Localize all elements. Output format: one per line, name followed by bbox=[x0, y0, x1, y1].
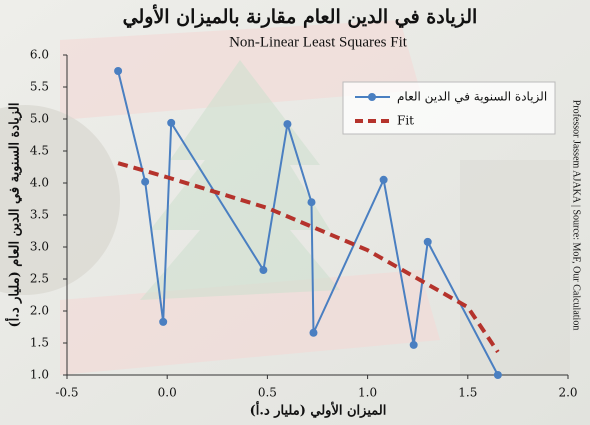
legend-marker bbox=[368, 93, 376, 101]
x-tick-label: 0.0 bbox=[158, 386, 177, 400]
legend bbox=[342, 81, 556, 135]
cedar bbox=[140, 60, 340, 300]
x-tick-label: 1.0 bbox=[358, 386, 377, 400]
y-tick-label: 2.0 bbox=[30, 304, 49, 318]
y-axis-label: الزيادة السنوية في الدين العام (مليار د.… bbox=[6, 103, 23, 328]
coin bbox=[0, 105, 120, 295]
x-tick-label: 0.5 bbox=[258, 386, 277, 400]
banknote bbox=[460, 160, 570, 375]
data-point bbox=[167, 118, 176, 127]
y-tick-label: 3.0 bbox=[30, 240, 49, 254]
x-axis-label: الميزان الأولي (مليار د.أ) bbox=[250, 402, 387, 419]
x-tick-label: 2.0 bbox=[558, 386, 577, 400]
data-point bbox=[114, 67, 123, 75]
data-point bbox=[159, 317, 168, 326]
legend-label: الزيادة السنوية في الدين العام bbox=[397, 90, 547, 104]
data-point bbox=[423, 237, 432, 246]
series-line bbox=[117, 161, 500, 354]
data-point bbox=[309, 328, 318, 337]
source-note: Professor Jassem AJAKA | Source: MoF, Ou… bbox=[571, 100, 582, 331]
y-tick-label: 2.5 bbox=[30, 272, 49, 286]
y-tick-label: 6.0 bbox=[30, 48, 49, 62]
x-tick-label: 1.5 bbox=[458, 386, 477, 400]
y-tick-label: 3.5 bbox=[30, 208, 49, 222]
y-tick-label: 4.5 bbox=[30, 144, 49, 158]
chart-subtitle: Non-Linear Least Squares Fit bbox=[229, 34, 408, 50]
data-point bbox=[493, 371, 502, 379]
data-point bbox=[141, 177, 150, 186]
legend-label: Fit bbox=[397, 114, 414, 128]
y-tick-label: 1.0 bbox=[30, 368, 49, 382]
data-point bbox=[307, 198, 316, 207]
y-tick-label: 4.0 bbox=[30, 176, 49, 190]
y-tick-label: 5.0 bbox=[30, 112, 49, 126]
data-point bbox=[379, 175, 388, 184]
data-point bbox=[409, 340, 418, 349]
data-point bbox=[259, 266, 268, 275]
chart-title: الزيادة في الدين العام مقارنة بالميزان ا… bbox=[123, 4, 478, 29]
x-tick-label: -0.5 bbox=[55, 386, 78, 400]
data-point bbox=[283, 120, 292, 129]
y-tick-label: 5.5 bbox=[30, 80, 49, 94]
series-line bbox=[117, 70, 499, 376]
y-tick-label: 1.5 bbox=[30, 336, 49, 350]
